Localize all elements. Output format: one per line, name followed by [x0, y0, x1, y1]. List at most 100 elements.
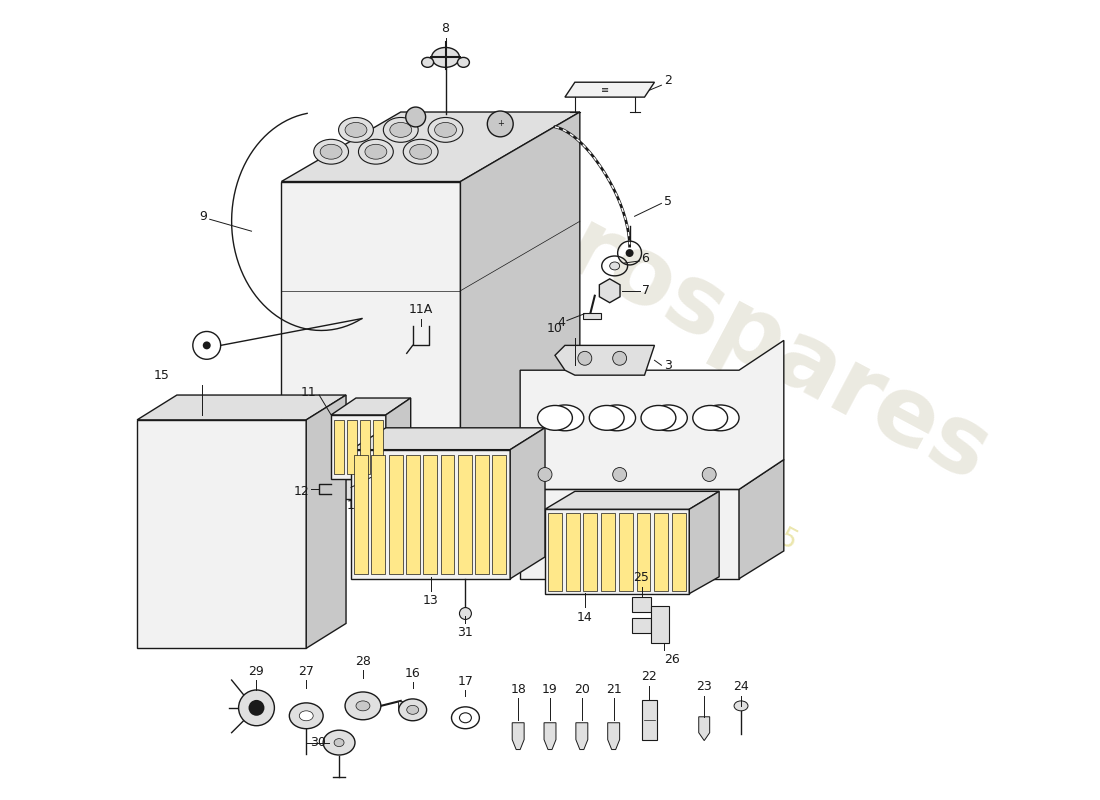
Bar: [360, 420, 370, 474]
Circle shape: [613, 351, 627, 366]
Text: 21: 21: [606, 683, 621, 696]
Ellipse shape: [590, 406, 624, 430]
Bar: [424, 454, 437, 574]
Text: a passion for parts since 1985: a passion for parts since 1985: [438, 345, 802, 554]
Polygon shape: [351, 428, 544, 450]
Polygon shape: [331, 415, 386, 479]
Text: 19: 19: [542, 683, 558, 696]
Text: 9: 9: [199, 210, 207, 222]
Text: 10: 10: [547, 322, 563, 335]
Bar: [373, 420, 383, 474]
Text: 22: 22: [641, 670, 658, 683]
Circle shape: [626, 249, 634, 257]
Bar: [388, 454, 403, 574]
Polygon shape: [544, 510, 690, 594]
Bar: [672, 514, 686, 590]
Text: 1: 1: [348, 499, 355, 512]
Bar: [631, 618, 651, 634]
Text: 17: 17: [458, 675, 473, 688]
Ellipse shape: [641, 406, 675, 430]
Ellipse shape: [649, 405, 688, 430]
Text: 20: 20: [574, 683, 590, 696]
Ellipse shape: [609, 262, 619, 270]
Circle shape: [578, 351, 592, 366]
Polygon shape: [282, 479, 461, 499]
Polygon shape: [607, 722, 619, 750]
Text: 11: 11: [300, 386, 316, 398]
Text: 28: 28: [355, 655, 371, 668]
Polygon shape: [331, 398, 410, 415]
Text: 11A: 11A: [408, 302, 432, 315]
Bar: [441, 454, 454, 574]
Text: 26: 26: [664, 654, 680, 666]
Ellipse shape: [693, 406, 727, 430]
Ellipse shape: [365, 144, 387, 159]
Bar: [641, 700, 658, 740]
Text: 31: 31: [458, 626, 473, 639]
Ellipse shape: [597, 405, 636, 430]
Text: 8: 8: [441, 22, 450, 34]
Text: 29: 29: [249, 665, 264, 678]
Text: 14: 14: [576, 610, 593, 623]
Bar: [654, 514, 668, 590]
Text: 24: 24: [734, 680, 749, 693]
Text: 23: 23: [696, 680, 712, 693]
Bar: [548, 514, 562, 590]
Ellipse shape: [407, 706, 419, 714]
Ellipse shape: [345, 692, 381, 720]
Ellipse shape: [428, 118, 463, 142]
Polygon shape: [690, 491, 719, 594]
Bar: [631, 597, 651, 611]
Text: 15: 15: [154, 369, 169, 382]
Ellipse shape: [701, 405, 739, 430]
Ellipse shape: [538, 406, 572, 430]
Ellipse shape: [734, 701, 748, 711]
Circle shape: [460, 607, 472, 619]
Ellipse shape: [434, 122, 456, 138]
Text: 6: 6: [641, 253, 649, 266]
Text: 3: 3: [664, 358, 672, 372]
Text: 18: 18: [510, 683, 526, 696]
Ellipse shape: [323, 730, 355, 755]
Bar: [583, 313, 601, 318]
Polygon shape: [461, 112, 580, 479]
Polygon shape: [544, 491, 719, 510]
Polygon shape: [520, 490, 739, 578]
Bar: [637, 514, 650, 590]
Polygon shape: [576, 722, 587, 750]
Ellipse shape: [345, 122, 367, 138]
Ellipse shape: [409, 144, 431, 159]
Polygon shape: [138, 420, 306, 648]
Ellipse shape: [289, 703, 323, 729]
Ellipse shape: [431, 47, 460, 67]
Circle shape: [487, 111, 514, 137]
Circle shape: [202, 342, 211, 350]
Text: 25: 25: [634, 570, 649, 584]
Polygon shape: [306, 395, 346, 648]
Polygon shape: [520, 459, 784, 490]
Text: 2: 2: [664, 74, 672, 86]
Bar: [372, 454, 385, 574]
Bar: [619, 514, 632, 590]
Circle shape: [538, 467, 552, 482]
Polygon shape: [520, 341, 784, 490]
Ellipse shape: [359, 139, 394, 164]
Polygon shape: [520, 459, 784, 490]
Bar: [651, 606, 670, 643]
Polygon shape: [138, 395, 346, 420]
Bar: [406, 454, 420, 574]
Circle shape: [249, 700, 264, 716]
Ellipse shape: [399, 699, 427, 721]
Ellipse shape: [458, 58, 470, 67]
Ellipse shape: [299, 711, 314, 721]
Polygon shape: [565, 82, 654, 97]
Polygon shape: [351, 450, 510, 578]
Text: 13: 13: [422, 594, 439, 606]
Ellipse shape: [339, 118, 373, 142]
Polygon shape: [461, 410, 580, 499]
Ellipse shape: [314, 139, 349, 164]
Circle shape: [702, 467, 716, 482]
Ellipse shape: [404, 139, 438, 164]
Ellipse shape: [421, 58, 433, 67]
Ellipse shape: [334, 738, 344, 746]
